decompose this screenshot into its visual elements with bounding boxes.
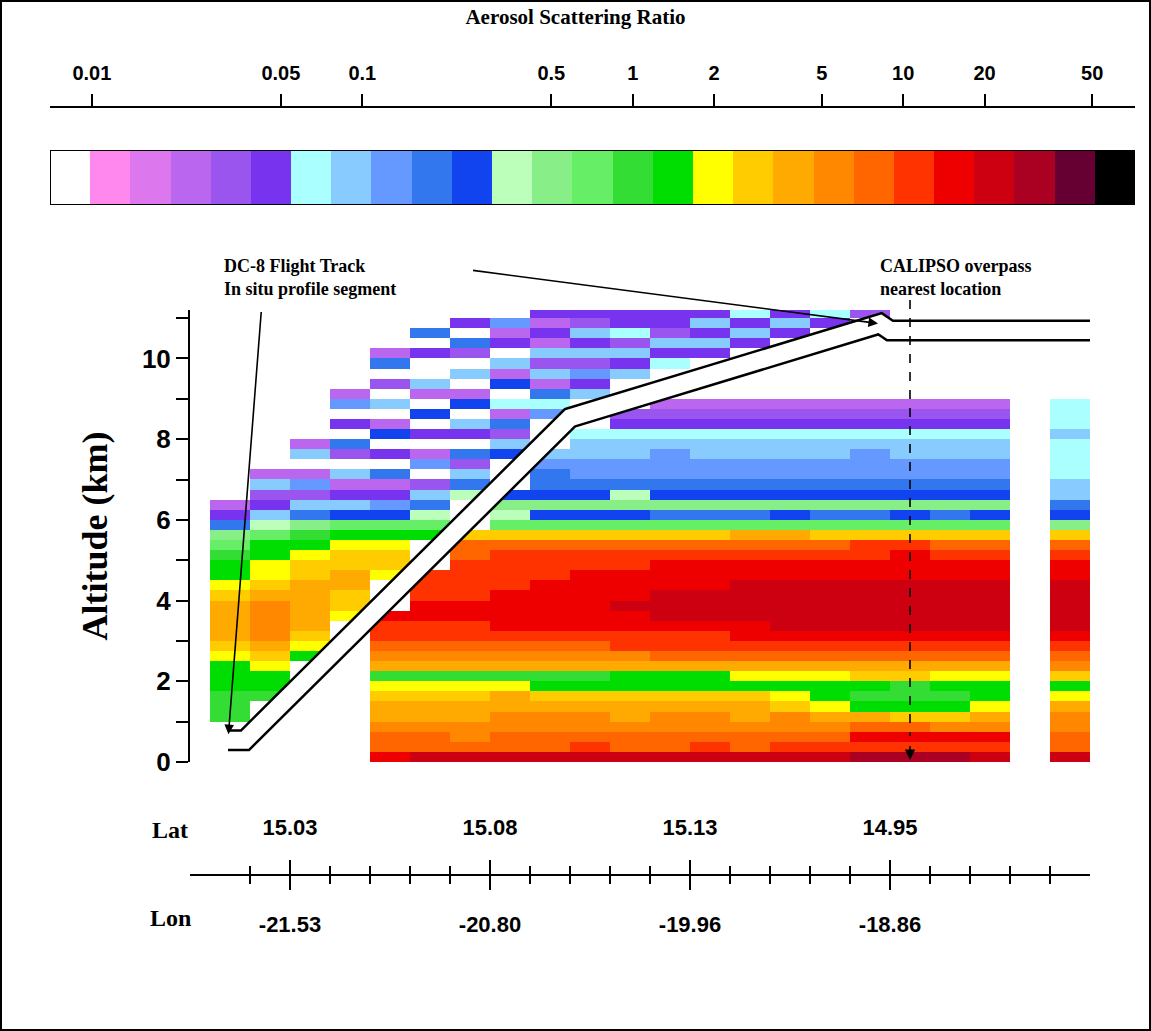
svg-text:15.03: 15.03 [262, 815, 317, 840]
svg-text:4: 4 [156, 586, 171, 616]
svg-text:Aerosol Scattering Ratio: Aerosol Scattering Ratio [465, 5, 685, 29]
svg-text:1: 1 [627, 62, 638, 84]
svg-text:10: 10 [142, 344, 171, 374]
svg-text:-21.53: -21.53 [259, 912, 321, 937]
svg-text:6: 6 [156, 505, 170, 535]
svg-text:0.05: 0.05 [261, 62, 300, 84]
svg-text:Altitude (km): Altitude (km) [75, 432, 115, 641]
svg-text:20: 20 [973, 62, 995, 84]
svg-text:14.95: 14.95 [862, 815, 917, 840]
svg-text:0.01: 0.01 [72, 62, 111, 84]
svg-text:2: 2 [156, 666, 170, 696]
svg-text:0.5: 0.5 [537, 62, 565, 84]
svg-text:2: 2 [709, 62, 720, 84]
svg-text:CALIPSO overpassnearest locati: CALIPSO overpassnearest location [880, 256, 1032, 299]
svg-text:0.1: 0.1 [348, 62, 376, 84]
svg-text:-20.80: -20.80 [459, 912, 521, 937]
svg-text:-18.86: -18.86 [859, 912, 921, 937]
svg-text:8: 8 [156, 424, 170, 454]
svg-text:DC-8 Flight TrackIn situ profi: DC-8 Flight TrackIn situ profile segment [224, 256, 396, 299]
svg-text:5: 5 [816, 62, 827, 84]
svg-text:50: 50 [1081, 62, 1103, 84]
svg-text:-19.96: -19.96 [659, 912, 721, 937]
svg-text:Lat: Lat [152, 817, 188, 843]
svg-text:15.13: 15.13 [662, 815, 717, 840]
svg-text:0: 0 [156, 747, 170, 777]
svg-text:10: 10 [892, 62, 914, 84]
svg-text:Lon: Lon [150, 905, 191, 931]
svg-text:15.08: 15.08 [462, 815, 517, 840]
